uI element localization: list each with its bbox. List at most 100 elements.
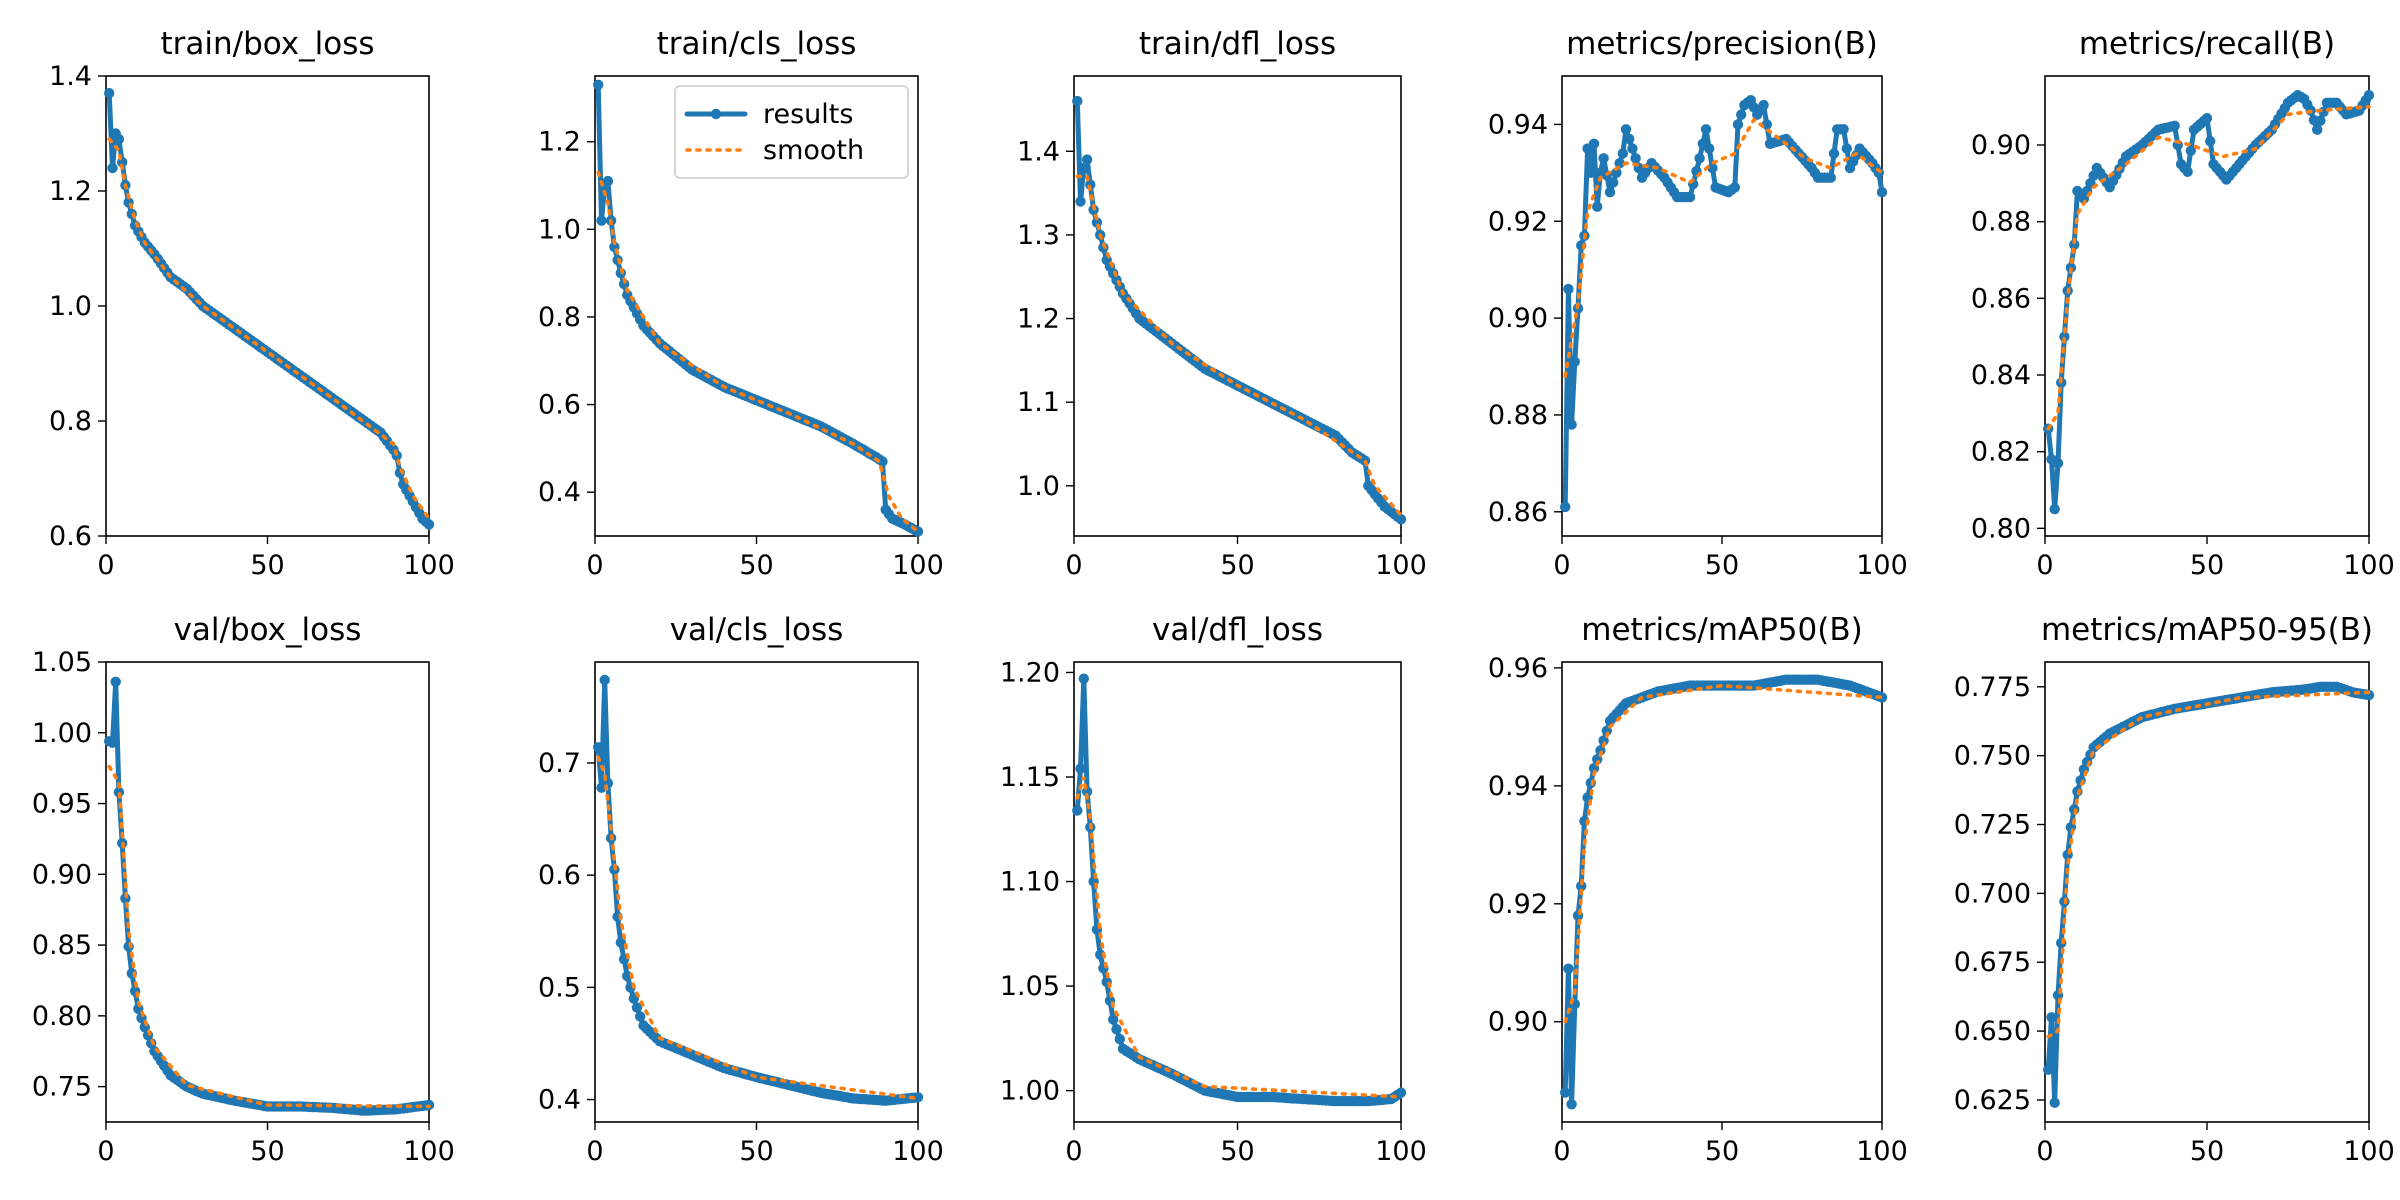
- results-point-train-box-loss: [423, 519, 435, 530]
- y-tick-label-val-dfl-loss: 1.00: [1000, 1076, 1060, 1107]
- results-point-metrics-precision-b: [1700, 124, 1712, 135]
- results-line-metrics-map50-b: [1562, 677, 1885, 1107]
- x-tick-label-train-cls-loss: 100: [892, 550, 944, 581]
- legend: results smooth: [674, 85, 909, 179]
- panel-metrics-recall-b: metrics/recall(B) 0 50 100 0.80 0.82 0.84 0.86 0…: [1971, 26, 2395, 581]
- results-point-metrics-precision-b: [1627, 143, 1638, 154]
- y-tick-label-metrics-map50-95-b: 0.675: [1954, 947, 2031, 978]
- y-tick-label-train-box-loss: 0.8: [49, 406, 92, 437]
- smooth-line-val-box-loss: [107, 764, 431, 1109]
- results-point-metrics-precision-b: [1566, 419, 1577, 430]
- y-tick-label-val-dfl-loss: 1.20: [1000, 657, 1060, 688]
- results-point-train-box-loss: [104, 88, 115, 99]
- y-tick-label-train-dfl-loss: 1.2: [1017, 304, 1060, 335]
- y-tick-label-train-box-loss: 1.4: [49, 61, 92, 92]
- smooth-line-metrics-precision-b: [1563, 116, 1884, 378]
- panel-val-cls-loss: val/cls_loss 0 50 100 0.4 0.5 0.6 0.7: [538, 612, 944, 1167]
- x-tick-label-val-dfl-loss: 50: [1220, 1136, 1254, 1167]
- x-tick-label-train-dfl-loss: 50: [1220, 550, 1254, 581]
- results-point-train-cls-loss: [593, 79, 604, 91]
- y-tick-label-val-dfl-loss: 1.10: [1000, 867, 1060, 898]
- y-tick-label-val-cls-loss: 0.6: [538, 860, 581, 891]
- results-point-val-box-loss: [107, 737, 118, 748]
- results-point-train-dfl-loss: [1078, 162, 1090, 174]
- results-line-metrics-precision-b: [1562, 97, 1885, 510]
- results-point-metrics-precision-b: [1841, 143, 1853, 154]
- results-point-metrics-precision-b: [1611, 167, 1622, 178]
- results-point-metrics-precision-b: [1838, 124, 1849, 135]
- results-point-metrics-precision-b: [1569, 356, 1581, 367]
- results-point-metrics-precision-b: [1758, 99, 1769, 111]
- y-tick-label-val-box-loss: 1.00: [32, 718, 92, 749]
- y-tick-label-metrics-recall-b: 0.90: [1971, 130, 2031, 161]
- y-tick-label-metrics-map50-95-b: 0.650: [1954, 1016, 2031, 1047]
- y-tick-label-train-box-loss: 1.2: [49, 176, 92, 207]
- x-tick-label-metrics-recall-b: 100: [2343, 550, 2395, 581]
- results-point-metrics-map50-b: [1563, 963, 1574, 974]
- results-point-val-dfl-loss: [1114, 1033, 1126, 1045]
- x-tick-label-val-cls-loss: 100: [892, 1136, 944, 1167]
- results-point-val-cls-loss: [615, 937, 626, 948]
- results-point-metrics-precision-b: [1729, 182, 1741, 193]
- results-point-metrics-precision-b: [1876, 187, 1888, 198]
- y-tick-label-train-box-loss: 1.0: [49, 291, 92, 322]
- x-tick-label-val-box-loss: 0: [97, 1136, 114, 1167]
- legend-results-label: results: [763, 99, 853, 130]
- y-tick-label-train-dfl-loss: 1.3: [1017, 220, 1060, 251]
- y-tick-label-train-cls-loss: 0.8: [538, 302, 581, 333]
- results-point-train-dfl-loss: [1395, 514, 1407, 525]
- y-tick-label-train-dfl-loss: 1.1: [1017, 387, 1060, 418]
- results-point-metrics-precision-b: [1620, 124, 1632, 135]
- results-point-val-dfl-loss: [1078, 673, 1090, 684]
- panel-train-dfl-loss: train/dfl_loss 0 50 100 1.0 1.1 1.2 1.3 1.4: [1017, 26, 1427, 581]
- legend-smooth-label: smooth: [763, 135, 864, 166]
- smooth-line-metrics-map50-95-b: [2046, 690, 2371, 1039]
- results-point-metrics-map50-b: [1560, 1087, 1571, 1098]
- y-tick-label-metrics-map50-95-b: 0.625: [1954, 1085, 2031, 1116]
- x-tick-label-val-box-loss: 100: [403, 1136, 455, 1167]
- y-tick-label-metrics-map50-b: 0.96: [1488, 653, 1548, 684]
- results-line-val-dfl-loss: [1074, 676, 1404, 1104]
- plot-frame-train-dfl-loss: [1073, 75, 1402, 537]
- x-tick-label-metrics-precision-b: 50: [1705, 550, 1739, 581]
- y-tick-label-train-box-loss: 0.6: [49, 521, 92, 552]
- y-tick-label-metrics-recall-b: 0.84: [1971, 360, 2031, 391]
- results-point-val-dfl-loss: [1395, 1087, 1407, 1098]
- results-point-metrics-recall-b: [2169, 120, 2180, 131]
- x-tick-label-metrics-map50-b: 50: [1705, 1136, 1739, 1167]
- x-tick-label-val-cls-loss: 0: [586, 1136, 603, 1167]
- results-point-train-dfl-loss: [1072, 95, 1083, 107]
- results-line-val-box-loss: [106, 679, 432, 1114]
- results-point-val-dfl-loss: [1072, 805, 1083, 816]
- panel-train-box-loss: train/box_loss 0 50 100 0.6 0.8 1.0 1.2 1.4: [49, 26, 455, 581]
- results-point-train-box-loss: [113, 134, 125, 145]
- results-point-metrics-precision-b: [1588, 138, 1600, 149]
- y-tick-label-metrics-map50-b: 0.90: [1488, 1007, 1548, 1038]
- results-point-metrics-precision-b: [1704, 143, 1715, 154]
- x-tick-label-val-cls-loss: 50: [739, 1136, 773, 1167]
- panel-title-val-cls-loss: val/cls_loss: [670, 612, 844, 648]
- x-tick-label-metrics-precision-b: 0: [1553, 550, 1570, 581]
- y-tick-label-train-dfl-loss: 1.4: [1017, 136, 1060, 167]
- y-tick-label-metrics-map50-95-b: 0.750: [1954, 741, 2031, 772]
- x-tick-label-metrics-recall-b: 0: [2036, 550, 2053, 581]
- y-tick-label-val-box-loss: 0.95: [32, 789, 92, 820]
- panel-metrics-precision-b: metrics/precision(B) 0 50 100 0.86 0.88 0.90 0.…: [1488, 26, 1908, 581]
- y-tick-label-val-box-loss: 0.75: [32, 1072, 92, 1103]
- smooth-line-val-dfl-loss: [1075, 776, 1403, 1099]
- results-point-val-dfl-loss: [1108, 1014, 1119, 1025]
- x-tick-label-metrics-map50-95-b: 0: [2036, 1136, 2053, 1167]
- y-tick-label-metrics-recall-b: 0.80: [1971, 513, 2031, 544]
- results-point-metrics-precision-b: [1617, 148, 1629, 159]
- results-point-metrics-precision-b: [1630, 153, 1641, 164]
- results-point-val-cls-loss: [912, 1092, 924, 1103]
- smooth-line-train-dfl-loss: [1075, 174, 1403, 517]
- y-tick-label-metrics-recall-b: 0.86: [1971, 283, 2031, 314]
- panel-title-metrics-precision-b: metrics/precision(B): [1566, 26, 1878, 62]
- y-tick-label-metrics-map50-95-b: 0.775: [1954, 672, 2031, 703]
- results-point-metrics-map50-95-b: [2049, 1097, 2060, 1108]
- results-point-metrics-precision-b: [1624, 133, 1635, 145]
- y-tick-label-train-cls-loss: 0.6: [538, 390, 581, 421]
- results-point-val-cls-loss: [635, 1011, 646, 1022]
